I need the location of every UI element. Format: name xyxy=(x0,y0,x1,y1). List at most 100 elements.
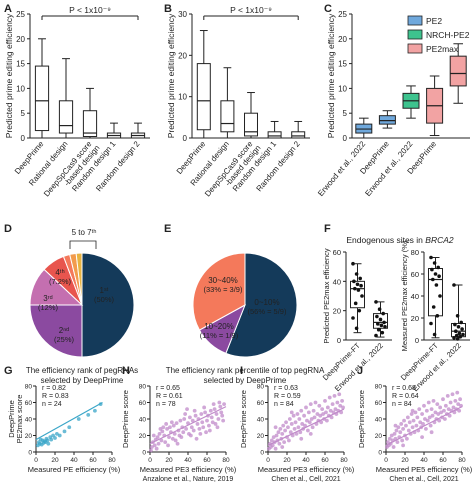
significance-label: P < 1x10⁻⁹ xyxy=(69,5,111,15)
scatter-point xyxy=(188,415,192,420)
scatter-point xyxy=(155,435,160,440)
scatter-point xyxy=(212,407,217,411)
scatter-point xyxy=(221,418,226,423)
y-tick-label: 60 xyxy=(25,400,33,407)
strip-point xyxy=(437,274,441,279)
strip-point xyxy=(459,320,464,325)
scatter-point xyxy=(335,400,340,405)
scatter-point xyxy=(179,435,184,440)
scatter-point xyxy=(197,427,202,431)
strip-point xyxy=(375,314,379,319)
box-iqr xyxy=(58,100,74,134)
scatter-point xyxy=(280,445,285,449)
y-tick-label: 80 xyxy=(375,384,383,391)
scatter-point xyxy=(306,428,310,433)
strip-point xyxy=(455,314,460,318)
scatter-point xyxy=(394,428,399,433)
x-tick-label: 0 xyxy=(148,457,152,464)
scatter-point xyxy=(330,402,335,407)
pie-caption: selected by DeepPrime xyxy=(204,376,287,385)
y-tick-label: 60 xyxy=(411,270,419,279)
panel-e-pie: 0~10%(56% = 5/9) 10~20%(11% = 1/9) 30~40%(… xyxy=(166,252,325,385)
scatter-point xyxy=(393,423,398,428)
scatter-point xyxy=(308,431,313,436)
strip-point xyxy=(431,305,436,309)
y-tick-label: 60 xyxy=(257,400,265,407)
panel-h-scatter: 0 20 40 60 80 0 20 40 60 80 r = 0.65R = 0.61n = 78… xyxy=(121,384,237,482)
scatter-point xyxy=(404,423,408,428)
scatter-point xyxy=(446,407,451,411)
x-tick-label: 40 xyxy=(70,457,78,464)
x-tick-label: 0 xyxy=(34,457,38,464)
scatter-point xyxy=(418,420,423,425)
pie-slice-label: 30~40% xyxy=(208,276,238,285)
strip-point xyxy=(352,279,356,284)
scatter-point xyxy=(423,417,427,421)
strip-point xyxy=(376,322,380,326)
y-tick-label: 0 xyxy=(378,450,382,457)
scatter-point xyxy=(281,423,286,428)
scatter-point xyxy=(306,410,311,415)
scatter-point xyxy=(215,425,220,430)
scatter-point xyxy=(297,417,302,421)
scatter-point xyxy=(218,404,223,409)
y-tick-label: 20 xyxy=(375,433,383,440)
y-tick-label: 20 xyxy=(178,51,187,60)
x-tick-label: 20 xyxy=(283,457,291,464)
scatter-point xyxy=(324,410,328,415)
x-tick-label: 80 xyxy=(222,457,230,464)
x-tick-label: 60 xyxy=(89,457,97,464)
x-tick-label: 20 xyxy=(165,457,173,464)
scatter-point xyxy=(298,430,303,435)
x-tick-label: Random design 2 xyxy=(94,139,142,193)
panel-letter-f: F xyxy=(324,223,331,235)
scatter-point xyxy=(289,422,294,426)
scatter-point xyxy=(312,415,317,420)
scatter-point xyxy=(151,433,156,438)
stat-label: n = 84 xyxy=(392,401,412,408)
y-tick-label: 60 xyxy=(375,400,383,407)
scatter-point xyxy=(327,395,332,400)
scatter-point xyxy=(341,405,345,410)
scatter-point xyxy=(282,440,287,444)
scatter-point xyxy=(167,435,171,440)
strip-point xyxy=(382,320,386,325)
scatter-point xyxy=(214,412,219,416)
x-tick-label: 60 xyxy=(203,457,211,464)
scatter-point xyxy=(313,400,318,405)
scatter-point xyxy=(325,405,330,410)
scatter-point xyxy=(405,436,409,441)
strip-point xyxy=(374,333,378,338)
scatter-point xyxy=(320,407,325,411)
x-axis-label: Measured PE efficiency (%) xyxy=(28,465,121,474)
box-iqr xyxy=(244,112,258,137)
y-tick-label: 80 xyxy=(25,384,33,391)
scatter-point xyxy=(283,428,287,433)
scatter-point xyxy=(319,420,324,425)
scatter-point xyxy=(439,410,443,415)
strip-point xyxy=(360,294,364,298)
scatter-point xyxy=(421,422,425,426)
y-tick-label: 5 xyxy=(343,109,348,118)
strip-point xyxy=(433,272,438,276)
panel-letter-a: A xyxy=(4,3,12,15)
scatter-point xyxy=(164,422,169,426)
scatter-point xyxy=(292,427,297,431)
strip-point xyxy=(379,323,384,328)
y-tick-label: 80 xyxy=(411,248,419,257)
scatter-point xyxy=(156,441,161,446)
scatter-point xyxy=(410,425,415,430)
scatter-point xyxy=(208,408,213,413)
scatter-point xyxy=(455,390,460,395)
x-tick-label: 20 xyxy=(401,457,409,464)
scatter-point xyxy=(431,398,436,403)
scatter-point xyxy=(325,418,329,423)
significance-label: P < 1x10⁻⁹ xyxy=(230,5,272,15)
scatter-point xyxy=(190,418,195,423)
pie-slice-pct: (12%) xyxy=(38,303,59,312)
pie-slice-label: 10~20% xyxy=(204,322,234,331)
scatter-point xyxy=(401,443,405,448)
panel-i-scatter: 0 20 40 60 80 0 20 40 60 80 r = 0.63R = 0.59n = 84… xyxy=(239,384,355,482)
panel-letter-c: C xyxy=(324,3,332,15)
scatter-point xyxy=(413,410,418,415)
